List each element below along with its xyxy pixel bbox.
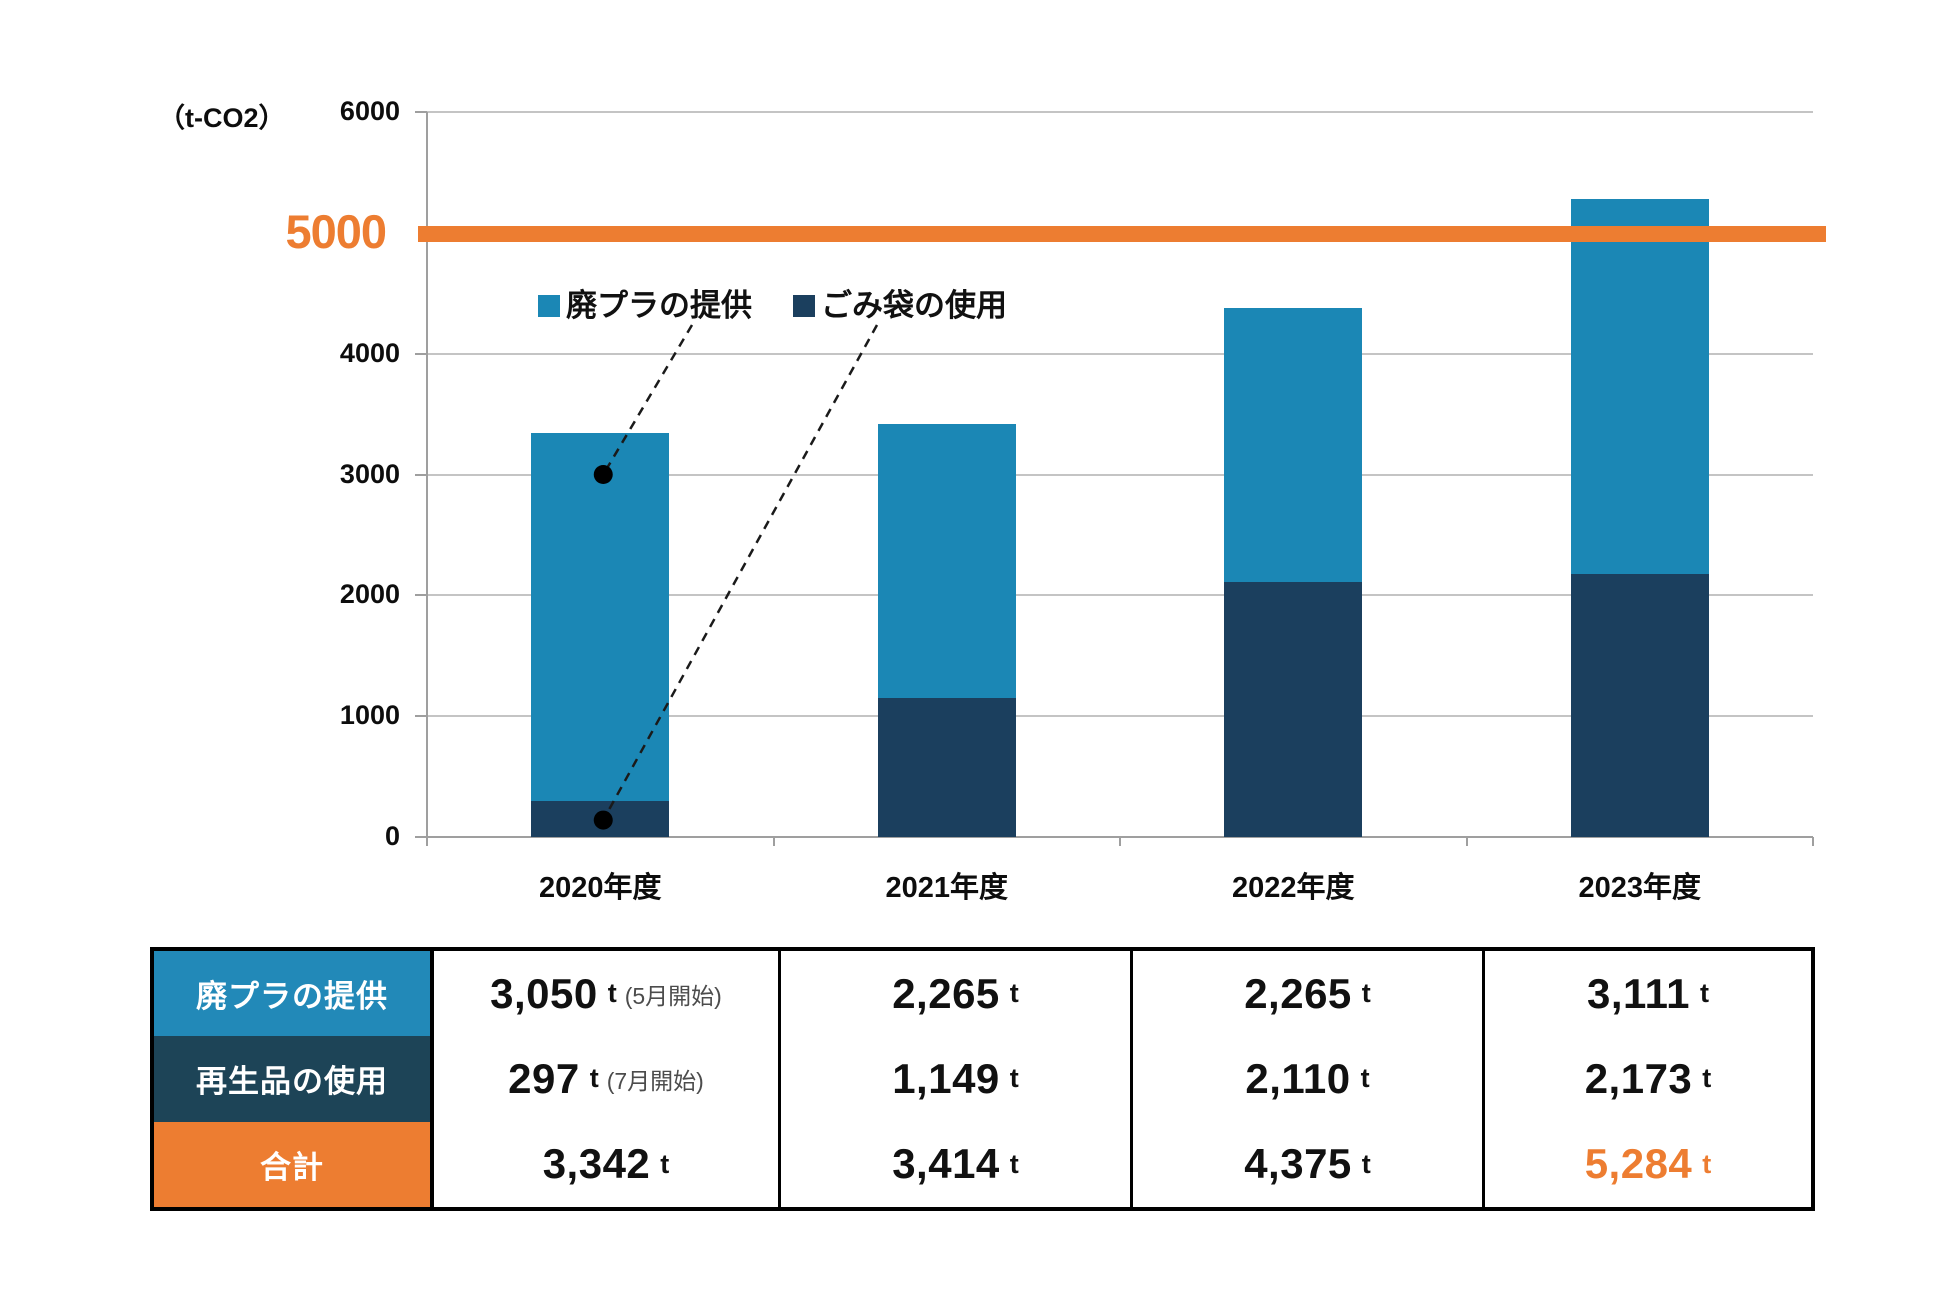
legend-swatch-icon	[793, 294, 815, 317]
gridline-4000	[427, 352, 1813, 355]
table-cell: 1,149 t	[778, 1036, 1130, 1122]
y-tick-0	[415, 836, 427, 838]
cell-value: 5,284	[1584, 1140, 1693, 1188]
y-tick-2000	[415, 594, 427, 597]
y-tick-6000	[415, 111, 427, 113]
cell-value: 3,050	[490, 969, 598, 1017]
x-tick	[1812, 837, 1814, 846]
leader-dot-1	[593, 810, 613, 830]
legend-item-廃プラの提供: 廃プラの提供	[538, 290, 752, 321]
cell-value: 4,375	[1244, 1140, 1352, 1188]
bar-segment-廃プラの提供-2021年度	[877, 424, 1016, 699]
table-cell: 2,173 t	[1482, 1036, 1811, 1122]
cell-unit: t	[1361, 978, 1371, 1009]
y-tick-label-0: 0	[384, 821, 400, 851]
target-5000-line	[418, 226, 1826, 242]
cell-unit: t	[660, 1148, 670, 1179]
gridline-6000	[427, 111, 1813, 113]
table-cell: 3,342 t	[430, 1121, 778, 1207]
y-axis-line	[426, 112, 428, 846]
gridline-3000	[427, 473, 1813, 476]
cell-unit: t	[607, 978, 617, 1009]
legend-label: 廃プラの提供	[566, 288, 752, 323]
cell-value: 3,111	[1587, 969, 1690, 1017]
gridline-2000	[427, 594, 1813, 597]
leader-dot-0	[593, 465, 613, 484]
legend-label: ごみ袋の使用	[821, 288, 1007, 323]
x-category-label: 2022年度	[1231, 872, 1355, 904]
table-cell: 297 t (7月開始)	[430, 1036, 778, 1122]
cell-value: 3,414	[892, 1140, 1000, 1188]
cell-unit: t	[1360, 1063, 1370, 1094]
cell-unit: t	[589, 1063, 599, 1094]
legend-item-ごみ袋の使用: ごみ袋の使用	[793, 290, 1007, 321]
cell-unit: t	[1009, 1148, 1019, 1179]
x-tick	[1119, 837, 1121, 846]
x-category-label: 2020年度	[538, 872, 662, 904]
cell-note: (5月開始)	[624, 982, 722, 1009]
table-cell: 3,111 t	[1482, 951, 1811, 1037]
y-axis-unit-label: （t-CO2）	[158, 103, 286, 133]
cell-value: 2,265	[892, 969, 1000, 1017]
table-cell: 4,375 t	[1130, 1121, 1482, 1207]
cell-unit: t	[1009, 1063, 1019, 1094]
cell-value: 2,265	[1244, 969, 1352, 1017]
bar-segment-ごみ袋の使用-2021年度	[877, 698, 1016, 837]
bar-segment-廃プラの提供-2023年度	[1570, 198, 1709, 575]
cell-unit: t	[1702, 1148, 1712, 1179]
table-cell: 3,050 t (5月開始)	[430, 951, 778, 1037]
leader-line-1	[602, 324, 879, 821]
cell-value: 3,342	[542, 1140, 651, 1188]
table-cell: 2,110 t	[1130, 1036, 1482, 1122]
y-tick-label-4000: 4000	[339, 337, 400, 368]
cell-note: (7月開始)	[606, 1067, 704, 1094]
cell-value: 2,110	[1245, 1054, 1351, 1102]
y-tick-3000	[415, 473, 427, 476]
table-cell: 2,265 t	[1130, 951, 1482, 1037]
gridline-1000	[427, 715, 1813, 718]
cell-value: 297	[508, 1054, 580, 1102]
y-tick-1000	[415, 715, 427, 718]
bar-segment-廃プラの提供-2020年度	[531, 432, 670, 802]
cell-unit: t	[1702, 1063, 1712, 1094]
cell-unit: t	[1699, 978, 1709, 1009]
x-tick	[772, 837, 775, 846]
table-row-label-plastic: 廃プラの提供	[154, 951, 430, 1037]
y-tick-label-3000: 3000	[339, 458, 400, 489]
cell-value: 1,149	[892, 1054, 1000, 1102]
table-row-label-total: 合計	[154, 1121, 430, 1207]
table-cell-total-2023: 5,284 t	[1482, 1121, 1811, 1207]
table-cell: 2,265 t	[778, 951, 1130, 1037]
bar-segment-廃プラの提供-2022年度	[1224, 308, 1363, 583]
y-tick-label-6000: 6000	[339, 96, 400, 126]
table-cell: 3,414 t	[778, 1121, 1130, 1207]
x-category-label: 2023年度	[1578, 872, 1701, 904]
table-row-label-recycled: 再生品の使用	[154, 1036, 430, 1122]
cell-value: 2,173	[1584, 1054, 1693, 1102]
target-5000-label: 5000	[285, 205, 387, 258]
cell-unit: t	[1361, 1148, 1371, 1179]
y-tick-4000	[415, 352, 427, 355]
x-category-label: 2021年度	[885, 872, 1008, 904]
leader-line-0	[602, 324, 694, 476]
x-tick	[1465, 837, 1468, 846]
y-tick-label-1000: 1000	[339, 700, 400, 731]
bar-segment-ごみ袋の使用-2022年度	[1224, 582, 1363, 837]
co2-data-table: 廃プラの提供 3,050 t (5月開始) 2,265 t 2,265 t 3,…	[150, 947, 1815, 1211]
y-tick-label-2000: 2000	[339, 579, 400, 610]
cell-unit: t	[1009, 978, 1019, 1009]
bar-segment-ごみ袋の使用-2023年度	[1570, 574, 1709, 837]
legend-swatch-icon	[538, 294, 560, 317]
